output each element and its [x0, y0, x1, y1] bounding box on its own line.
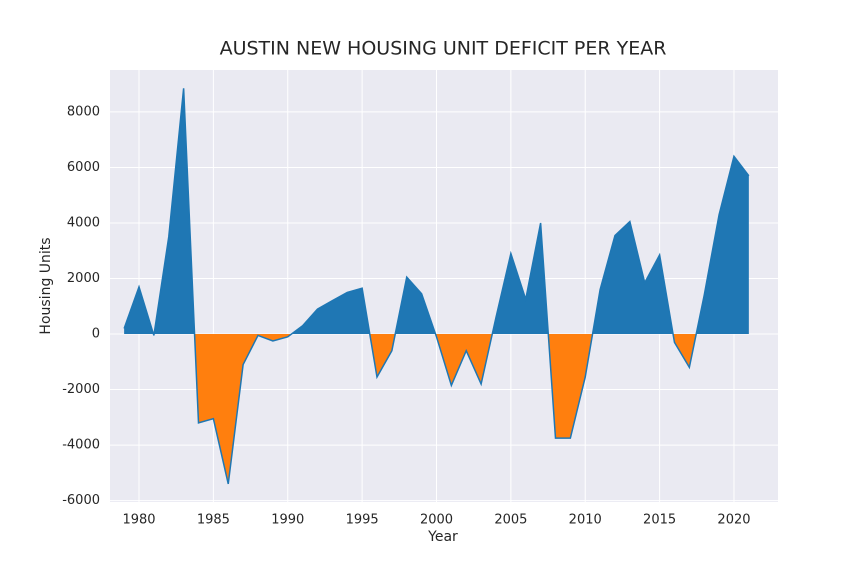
x-tick-label: 1980	[122, 513, 155, 528]
y-tick-label: 4000	[67, 215, 100, 230]
y-axis-label: Housing Units	[38, 237, 54, 334]
y-tick-label: -6000	[62, 493, 100, 508]
x-tick-label: 2020	[717, 513, 750, 528]
y-tick-label: -4000	[62, 438, 100, 453]
x-axis-label: Year	[427, 529, 458, 545]
y-tick-label: 8000	[67, 104, 100, 119]
x-tick-label: 1985	[197, 513, 230, 528]
x-tick-label: 2015	[643, 513, 676, 528]
plot-area	[110, 70, 778, 502]
chart-title: AUSTIN NEW HOUSING UNIT DEFICIT PER YEAR	[220, 38, 667, 60]
negative-area	[124, 334, 749, 484]
y-tick-label: -2000	[62, 382, 100, 397]
line	[123, 88, 750, 485]
y-tick-label: 6000	[67, 160, 100, 175]
y-tick-label: 2000	[67, 271, 100, 286]
x-tick-label: 1990	[271, 513, 304, 528]
positive-area	[124, 88, 749, 335]
x-tick-label: 2005	[494, 513, 527, 528]
y-tick-label: 0	[92, 327, 100, 342]
x-tick-label: 2000	[420, 513, 453, 528]
x-tick-label: 1995	[346, 513, 379, 528]
x-tick-label: 2010	[569, 513, 602, 528]
